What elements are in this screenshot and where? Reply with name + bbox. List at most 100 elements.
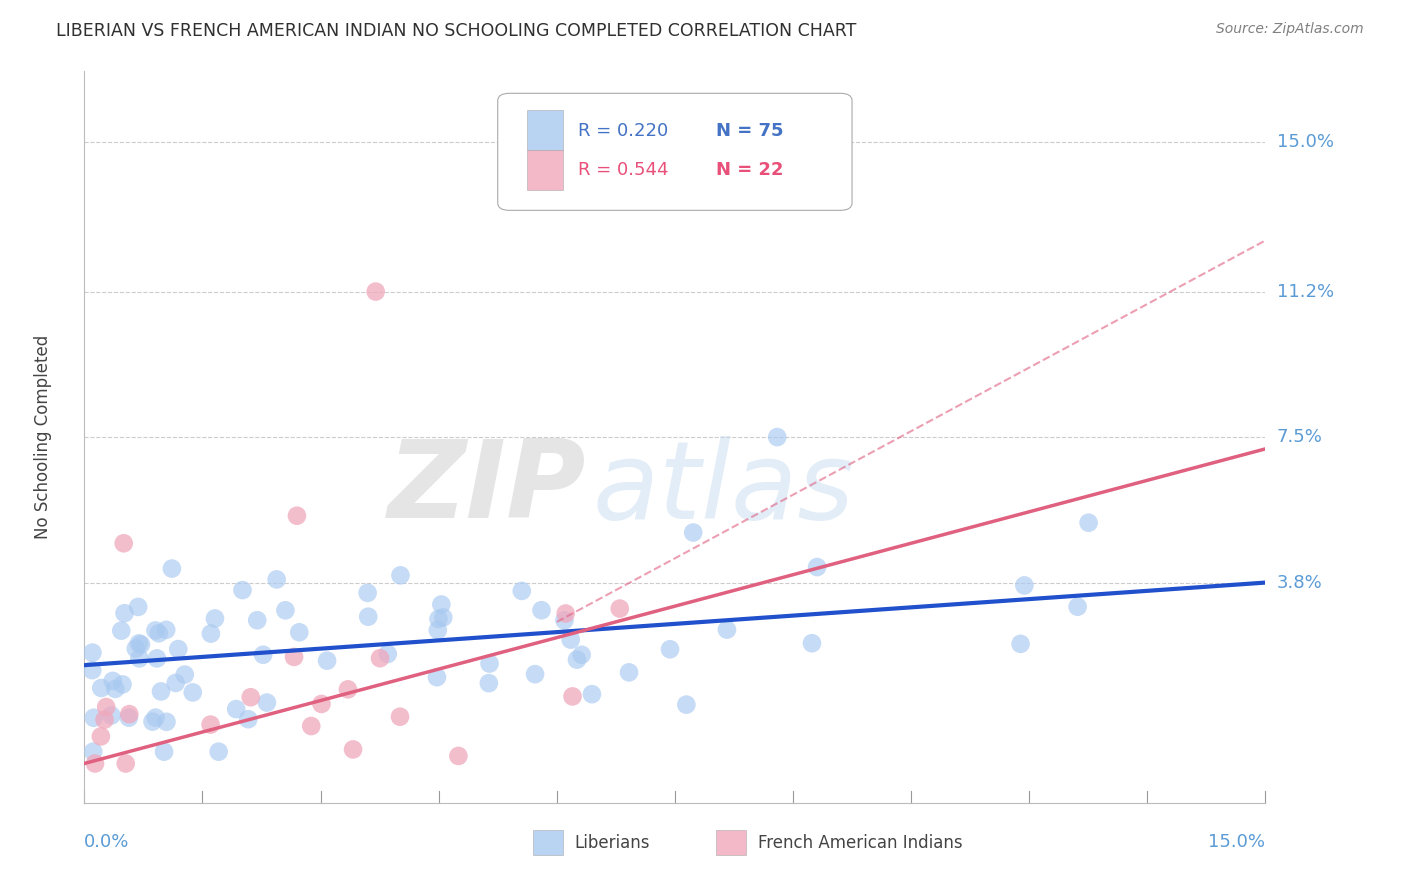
Point [256,696,278,710]
Point [659,642,682,657]
Point [283,649,305,664]
Point [311,697,333,711]
Point [118,707,141,722]
Point [96,700,118,714]
Point [83,711,105,725]
Point [617,665,640,680]
Point [167,642,190,657]
Point [148,626,170,640]
Point [128,651,150,665]
Point [716,623,738,637]
Point [181,685,204,699]
Point [266,573,288,587]
Text: R = 0.220: R = 0.220 [578,121,668,140]
Point [426,670,449,684]
Point [225,702,247,716]
Text: Source: ZipAtlas.com: Source: ZipAtlas.com [1216,22,1364,37]
Point [155,623,177,637]
Point [478,657,501,671]
Point [238,712,260,726]
Point [430,598,453,612]
Point [100,708,122,723]
Point [145,710,167,724]
Point [155,714,177,729]
Point [110,624,132,638]
Point [1014,578,1036,592]
Text: No Schooling Completed: No Schooling Completed [34,335,52,539]
Point [129,638,152,652]
Point [111,677,134,691]
Point [208,745,231,759]
Point [90,730,112,744]
Text: 7.5%: 7.5% [1277,428,1323,446]
Point [288,625,311,640]
Point [377,647,399,661]
Point [571,648,593,662]
Point [560,632,582,647]
Point [766,430,789,444]
Point [82,646,104,660]
Point [118,711,141,725]
Point [252,648,274,662]
Point [200,717,222,731]
Text: 15.0%: 15.0% [1208,833,1265,851]
Text: N = 22: N = 22 [716,161,783,179]
Text: 0.0%: 0.0% [84,833,129,851]
Point [114,756,136,771]
FancyBboxPatch shape [716,830,745,855]
Point [153,745,176,759]
Point [127,599,149,614]
Point [160,561,183,575]
Point [336,682,359,697]
Point [204,611,226,625]
Point [1010,637,1032,651]
Point [800,636,823,650]
Point [125,641,148,656]
Point [114,606,136,620]
Point [426,623,449,637]
Point [682,525,704,540]
FancyBboxPatch shape [533,830,562,855]
Point [299,719,322,733]
Text: N = 75: N = 75 [716,121,783,140]
Point [553,613,575,627]
Point [675,698,697,712]
Point [146,651,169,665]
Point [357,609,380,624]
Point [128,636,150,650]
Point [478,676,501,690]
FancyBboxPatch shape [498,94,852,211]
Text: 11.2%: 11.2% [1277,283,1334,301]
Point [173,667,195,681]
Point [231,583,253,598]
Point [342,742,364,756]
Point [104,681,127,696]
Point [447,748,470,763]
Point [609,601,631,615]
Point [510,583,533,598]
Point [368,651,391,665]
Point [364,285,387,299]
Point [274,603,297,617]
Point [427,612,450,626]
Point [82,663,104,677]
Text: LIBERIAN VS FRENCH AMERICAN INDIAN NO SCHOOLING COMPLETED CORRELATION CHART: LIBERIAN VS FRENCH AMERICAN INDIAN NO SC… [56,22,856,40]
Point [141,714,163,729]
Point [112,536,135,550]
Point [285,508,308,523]
Point [389,709,412,723]
Point [316,654,339,668]
Point [581,687,603,701]
Point [93,713,115,727]
Point [101,673,124,688]
Point [1066,599,1088,614]
Text: Liberians: Liberians [575,834,650,852]
Point [165,676,187,690]
Text: R = 0.544: R = 0.544 [578,161,668,179]
Text: ZIP: ZIP [388,435,586,541]
Point [565,653,588,667]
Point [246,613,269,627]
Text: atlas: atlas [592,436,853,541]
Point [150,684,173,698]
Point [82,745,104,759]
